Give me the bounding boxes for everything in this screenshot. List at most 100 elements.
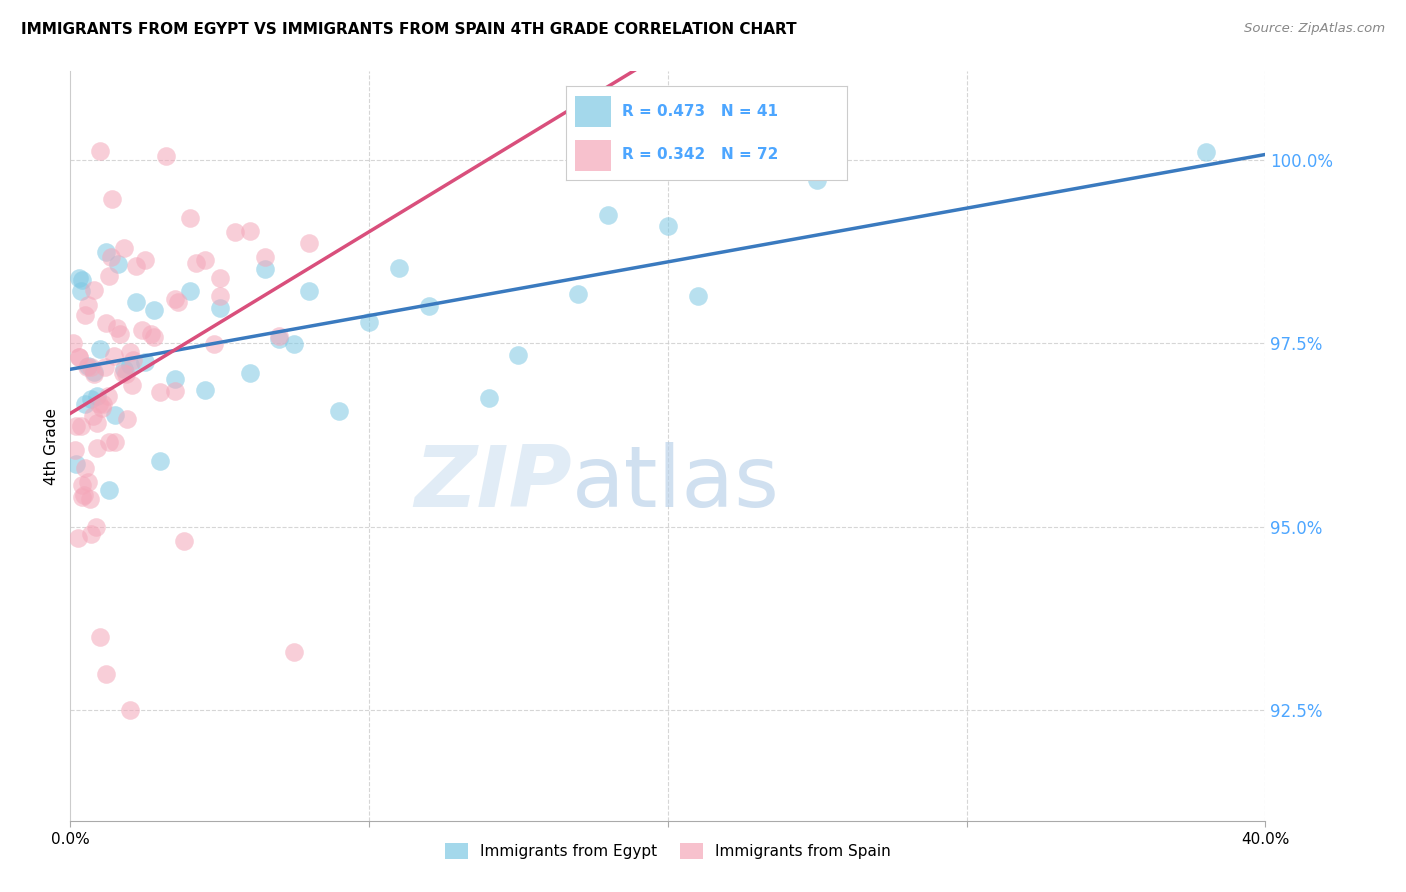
Point — [73, 488, 96, 502]
Point — [96, 244, 117, 259]
Point — [67, 351, 90, 365]
Point — [104, 409, 127, 423]
Point — [77, 475, 100, 489]
Point — [100, 250, 122, 264]
Point — [155, 149, 177, 163]
Point — [143, 330, 166, 344]
Point — [91, 396, 114, 410]
Point — [67, 271, 90, 285]
Point — [80, 527, 103, 541]
Point — [98, 483, 121, 497]
Point — [115, 412, 138, 426]
Point — [283, 645, 305, 659]
Text: Source: ZipAtlas.com: Source: ZipAtlas.com — [1244, 22, 1385, 36]
Point — [134, 252, 156, 267]
Point — [143, 302, 166, 317]
Point — [70, 478, 93, 492]
Point — [86, 389, 108, 403]
Point — [598, 208, 620, 222]
Text: IMMIGRANTS FROM EGYPT VS IMMIGRANTS FROM SPAIN 4TH GRADE CORRELATION CHART: IMMIGRANTS FROM EGYPT VS IMMIGRANTS FROM… — [21, 22, 797, 37]
Point — [89, 630, 111, 644]
Point — [131, 323, 153, 337]
Point — [70, 491, 93, 505]
Point — [62, 336, 84, 351]
Point — [93, 359, 115, 374]
Point — [359, 315, 381, 329]
Point — [65, 419, 87, 434]
Point — [163, 371, 186, 385]
Point — [328, 404, 350, 418]
Point — [107, 257, 129, 271]
Point — [239, 224, 262, 238]
Point — [69, 418, 91, 433]
Point — [194, 384, 217, 398]
Point — [167, 295, 190, 310]
Point — [208, 271, 231, 285]
Point — [83, 283, 105, 297]
Point — [120, 703, 141, 717]
Point — [567, 287, 589, 301]
Point — [121, 378, 143, 392]
Legend: Immigrants from Egypt, Immigrants from Spain: Immigrants from Egypt, Immigrants from S… — [439, 838, 897, 865]
Point — [224, 225, 246, 239]
Y-axis label: 4th Grade: 4th Grade — [44, 408, 59, 484]
Point — [508, 348, 530, 362]
Point — [149, 454, 172, 468]
Point — [657, 219, 679, 233]
Point — [112, 362, 135, 376]
Point — [1195, 145, 1218, 160]
Point — [202, 337, 225, 351]
Point — [83, 365, 105, 379]
Text: atlas: atlas — [572, 442, 780, 525]
Point — [179, 211, 201, 225]
Point — [70, 273, 93, 287]
Point — [75, 309, 97, 323]
Point — [83, 367, 105, 381]
Point — [478, 392, 501, 406]
Point — [194, 253, 217, 268]
Point — [208, 301, 231, 315]
Point — [89, 342, 111, 356]
Point — [112, 241, 135, 255]
Point — [96, 316, 117, 330]
Point — [96, 666, 117, 681]
Point — [253, 262, 276, 277]
Point — [65, 457, 87, 471]
Point — [111, 366, 134, 380]
Point — [87, 397, 110, 411]
Point — [82, 409, 104, 423]
Point — [67, 350, 90, 364]
Point — [105, 321, 128, 335]
Point — [66, 531, 89, 545]
Text: 40.0%: 40.0% — [1241, 831, 1289, 847]
Point — [139, 327, 162, 342]
Point — [173, 534, 195, 549]
Point — [69, 285, 91, 299]
Point — [120, 358, 141, 372]
Point — [388, 260, 411, 275]
Text: ZIP: ZIP — [415, 442, 572, 525]
Point — [114, 367, 136, 381]
Point — [269, 329, 291, 343]
Point — [108, 326, 131, 341]
Point — [120, 345, 141, 359]
Point — [104, 434, 127, 449]
Point — [86, 441, 108, 455]
Point — [103, 349, 125, 363]
Point — [79, 492, 101, 507]
Point — [101, 192, 124, 206]
Point — [77, 359, 100, 374]
Point — [208, 289, 231, 303]
Point — [283, 337, 305, 351]
Point — [163, 384, 186, 399]
Point — [63, 443, 86, 458]
Text: 0.0%: 0.0% — [51, 831, 90, 847]
Point — [239, 366, 262, 380]
Point — [80, 392, 103, 406]
Point — [76, 360, 98, 375]
Point — [298, 236, 321, 251]
Point — [89, 144, 111, 158]
Point — [90, 401, 112, 416]
Point — [298, 285, 321, 299]
Point — [77, 298, 100, 312]
